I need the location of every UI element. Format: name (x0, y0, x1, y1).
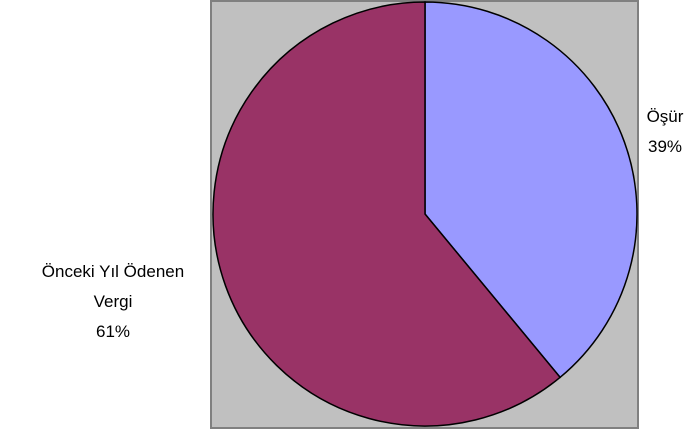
pie-slices (212, 1, 638, 427)
slice-onceki-yil-odenen-vergi (212, 1, 562, 427)
slice-label-onceki-line2: Vergi (94, 292, 133, 311)
slice-osur (424, 1, 638, 379)
slice-label-onceki-line1: Önceki Yıl Ödenen (42, 262, 184, 281)
slice-percent-onceki: 61% (96, 322, 130, 341)
slice-label-osur: Öşür (647, 107, 684, 126)
slice-percent-osur: 39% (648, 137, 682, 156)
